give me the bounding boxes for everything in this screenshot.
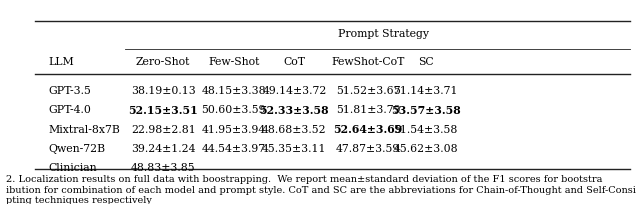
Text: 51.54±3.58: 51.54±3.58: [394, 124, 458, 135]
Text: 48.15±3.38: 48.15±3.38: [202, 86, 266, 96]
Text: Mixtral-8x7B: Mixtral-8x7B: [48, 124, 120, 135]
Text: SC: SC: [418, 57, 433, 67]
Text: 51.81±3.79: 51.81±3.79: [336, 105, 400, 115]
Text: Qwen-72B: Qwen-72B: [48, 144, 105, 154]
Text: 52.15±3.51: 52.15±3.51: [129, 105, 198, 116]
Text: 45.62±3.08: 45.62±3.08: [394, 144, 458, 154]
Text: GPT-3.5: GPT-3.5: [48, 86, 91, 96]
Text: Zero-Shot: Zero-Shot: [136, 57, 190, 67]
Text: 41.95±3.94: 41.95±3.94: [202, 124, 266, 135]
Text: LLM: LLM: [48, 57, 74, 67]
Text: 22.98±2.81: 22.98±2.81: [131, 124, 196, 135]
Text: Prompt Strategy: Prompt Strategy: [339, 29, 429, 39]
Text: 48.68±3.52: 48.68±3.52: [262, 124, 326, 135]
Text: 52.64±3.69: 52.64±3.69: [333, 124, 403, 135]
Text: FewShot-CoT: FewShot-CoT: [332, 57, 404, 67]
Text: 51.52±3.67: 51.52±3.67: [336, 86, 400, 96]
Text: 53.57±3.58: 53.57±3.58: [391, 105, 460, 116]
Text: 48.83±3.85: 48.83±3.85: [131, 163, 195, 173]
Text: 2. Localization results on full data with boostrapping.  We report mean±standard: 2. Localization results on full data wit…: [6, 175, 603, 184]
Text: 39.24±1.24: 39.24±1.24: [131, 144, 195, 154]
Text: 44.54±3.97: 44.54±3.97: [202, 144, 266, 154]
Text: 50.60±3.59: 50.60±3.59: [202, 105, 266, 115]
Text: pting techniques respectively: pting techniques respectively: [6, 196, 152, 204]
Text: 49.14±3.72: 49.14±3.72: [262, 86, 326, 96]
Text: 45.35±3.11: 45.35±3.11: [262, 144, 326, 154]
Text: GPT-4.0: GPT-4.0: [48, 105, 91, 115]
Text: 52.33±3.58: 52.33±3.58: [260, 105, 329, 116]
Text: Clinician: Clinician: [48, 163, 97, 173]
Text: Few-Shot: Few-Shot: [208, 57, 259, 67]
Text: 51.14±3.71: 51.14±3.71: [394, 86, 458, 96]
Text: ibution for combination of each model and prompt style. CoT and SC are the abbre: ibution for combination of each model an…: [6, 186, 636, 195]
Text: 38.19±0.13: 38.19±0.13: [131, 86, 196, 96]
Text: 47.87±3.59: 47.87±3.59: [336, 144, 400, 154]
Text: CoT: CoT: [284, 57, 305, 67]
